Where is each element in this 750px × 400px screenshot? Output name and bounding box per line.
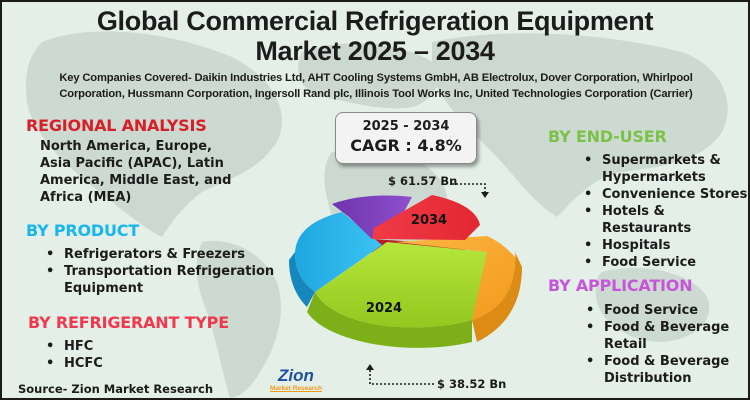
pie-label-2034: 2034 [411, 213, 447, 228]
list-item: Food & Beverage [586, 319, 729, 336]
list-item: Food Service [584, 254, 748, 271]
application-heading: BY APPLICATION [548, 276, 693, 295]
regional-line: Africa (MEA) [40, 190, 132, 205]
list-item: HCFC [46, 355, 103, 372]
pie-label-2024: 2024 [366, 301, 402, 316]
companies-line-2: Corporation, Hussmann Corporation, Inger… [59, 88, 693, 100]
list-item-continuation: Retail [604, 337, 647, 352]
refrigerant-list: HFC HCFC [44, 338, 103, 372]
regional-heading: REGIONAL ANALYSIS [26, 116, 207, 135]
end-user-heading: BY END-USER [548, 127, 667, 146]
companies-line-1: Key Companies Covered- Daikin Industries… [59, 72, 693, 84]
regional-line: America, Middle East, and [40, 173, 232, 188]
pie-slice-2024-side [307, 292, 472, 348]
list-item: Food Service [586, 302, 729, 319]
page-title: Global Commercial Refrigeration Equipmen… [2, 6, 748, 66]
list-item-continuation: Distribution [604, 371, 692, 386]
cagr-period: 2025 - 2034 [362, 119, 450, 134]
arrow-down-icon [452, 183, 489, 198]
cagr-value: CAGR : 4.8% [350, 136, 462, 155]
pie-slice-blue [295, 212, 382, 292]
product-list: Refrigerators & Freezers Transportation … [44, 246, 274, 297]
list-item: Transportation Refrigeration [46, 263, 274, 280]
value-2024-label: $ 38.52 Bn [437, 377, 507, 391]
application-list: Food Service Food & Beverage Retail Food… [584, 302, 729, 387]
zion-logo: Zion Market Research [268, 367, 324, 397]
logo-text: Zion [278, 366, 314, 385]
arrow-up-icon [366, 364, 436, 385]
key-companies: Key Companies Covered- Daikin Industries… [10, 70, 742, 102]
list-item: HFC [46, 338, 103, 355]
value-2034-label: $ 61.57 Bn [388, 174, 458, 188]
cagr-box: 2025 - 2034 CAGR : 4.8% [335, 112, 477, 164]
list-item: Hospitals [584, 237, 748, 254]
list-item-continuation: Hypermarkets [602, 170, 706, 185]
list-item: Refrigerators & Freezers [46, 246, 274, 263]
logo-subtext: Market Research [269, 385, 323, 392]
pie-chart: 2034 2024 [289, 195, 522, 348]
pie-slice-orange-side [472, 252, 522, 342]
pie-slice-2024 [315, 242, 489, 328]
regional-line: North America, Europe, [40, 139, 212, 154]
title-line-1: Global Commercial Refrigeration Equipmen… [96, 6, 654, 36]
pie-slice-orange [395, 236, 517, 320]
end-user-list: Supermarkets & Hypermarkets Convenience … [582, 152, 748, 271]
list-item: Food & Beverage [586, 353, 729, 370]
list-item: Hotels & Restaurants [584, 203, 748, 237]
regional-line: Asia Pacific (APAC), Latin [40, 156, 224, 171]
refrigerant-heading: BY REFRIGERANT TYPE [28, 313, 229, 332]
product-heading: BY PRODUCT [26, 221, 140, 240]
pie-slice-blue-side [289, 252, 315, 307]
list-item: Convenience Stores [584, 186, 748, 203]
source-text: Source- Zion Market Research [18, 382, 214, 396]
pie-slice-2034 [372, 195, 480, 240]
title-line-2: Market 2025 – 2034 [255, 36, 495, 66]
regional-list: North America, Europe, Asia Pacific (APA… [40, 138, 231, 206]
list-item-continuation: Equipment [64, 281, 144, 296]
list-item: Supermarkets & [584, 152, 748, 169]
